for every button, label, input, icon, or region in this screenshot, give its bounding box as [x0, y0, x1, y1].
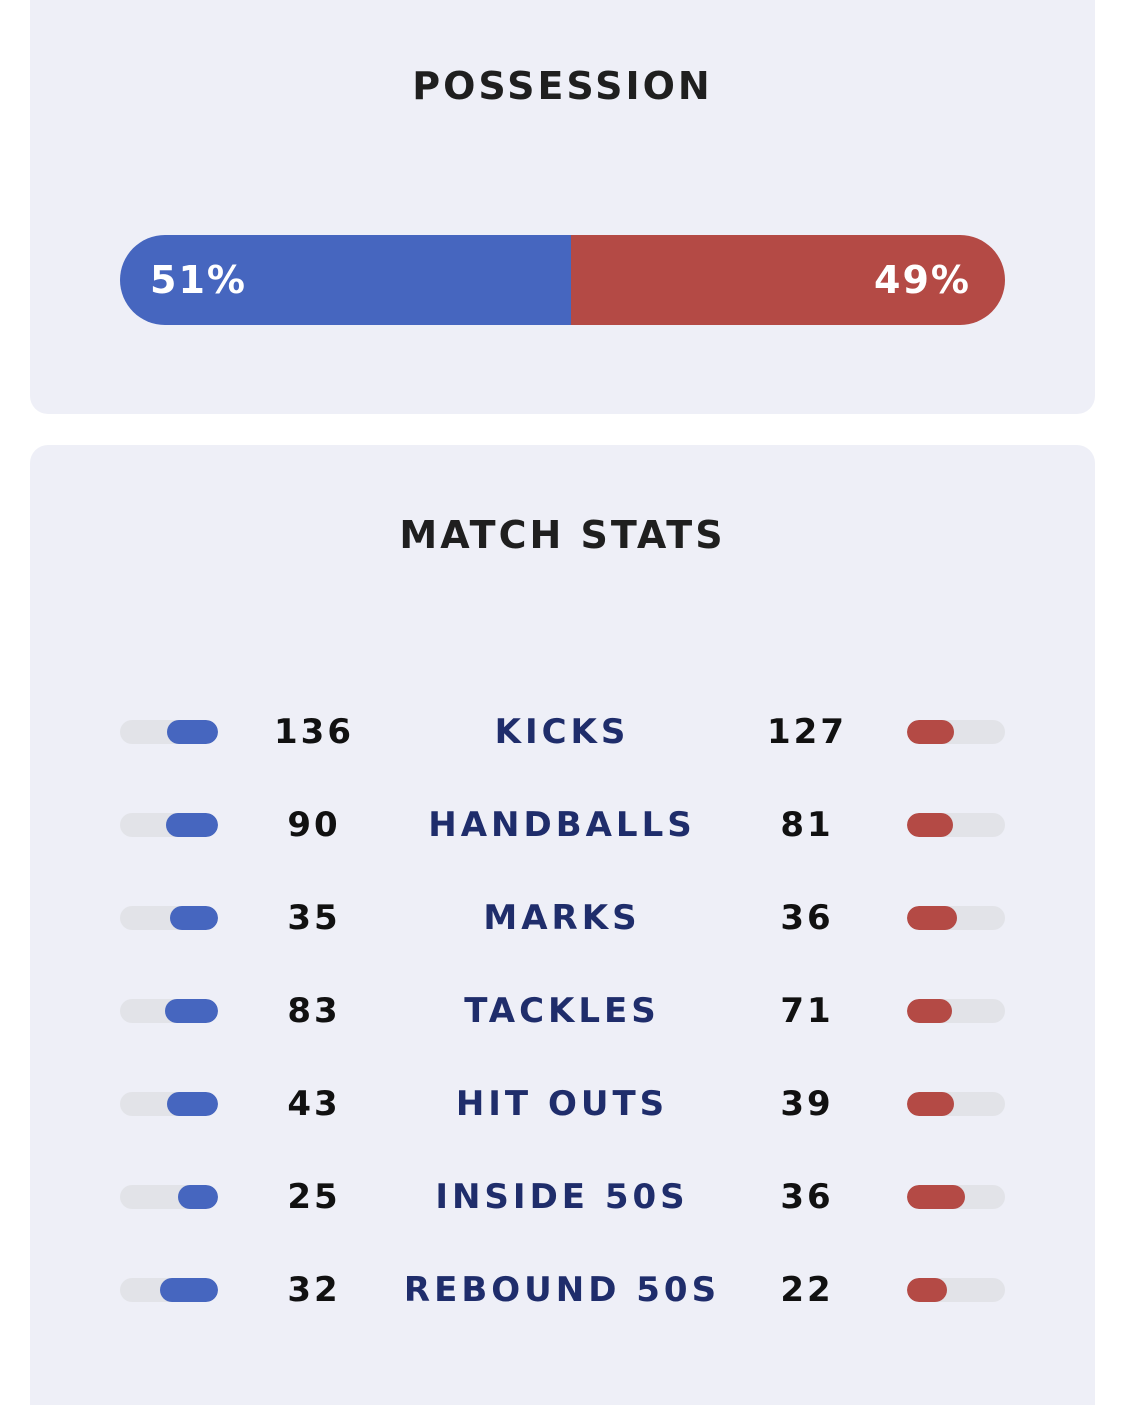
- stat-row-hit-outs: 43 HIT OUTS 39: [30, 1074, 1095, 1134]
- home-bar-fill: [167, 720, 218, 744]
- home-stat-value: 136: [274, 712, 354, 752]
- stat-label: HIT OUTS: [455, 1084, 669, 1124]
- stat-row-inside-50s: 25 INSIDE 50S 36: [30, 1167, 1095, 1227]
- home-bar-fill: [166, 1092, 218, 1116]
- away-bar-fill: [907, 1278, 947, 1302]
- stat-row-marks: 35 MARKS 36: [30, 888, 1095, 948]
- possession-bar: 51% 49%: [120, 235, 1005, 325]
- home-comparison-bar: [120, 720, 218, 744]
- away-comparison-bar: [907, 999, 1005, 1023]
- home-comparison-bar: [120, 999, 218, 1023]
- home-bar-fill: [166, 813, 218, 837]
- home-comparison-bar: [120, 906, 218, 930]
- away-stat-value: 36: [780, 1177, 834, 1217]
- possession-title: POSSESSION: [412, 64, 713, 108]
- possession-home-segment: 51%: [120, 235, 572, 325]
- away-bar-fill: [907, 1092, 954, 1116]
- stat-label: KICKS: [494, 712, 630, 752]
- away-bar-fill: [907, 1185, 965, 1209]
- away-comparison-bar: [907, 720, 1005, 744]
- home-stat-value: 35: [287, 898, 341, 938]
- away-bar-fill: [907, 906, 957, 930]
- away-comparison-bar: [907, 813, 1005, 837]
- possession-away-segment: 49%: [571, 235, 1005, 325]
- away-stat-value: 71: [780, 991, 834, 1031]
- away-stat-value: 22: [780, 1270, 834, 1310]
- stat-row-kicks: 136 KICKS 127: [30, 702, 1095, 762]
- away-comparison-bar: [907, 1185, 1005, 1209]
- stat-label: TACKLES: [464, 991, 660, 1031]
- home-bar-fill: [159, 1278, 218, 1302]
- away-stat-value: 39: [780, 1084, 834, 1124]
- away-comparison-bar: [907, 1278, 1005, 1302]
- home-comparison-bar: [120, 1092, 218, 1116]
- away-bar-fill: [907, 720, 955, 744]
- away-bar-fill: [907, 999, 953, 1023]
- home-stat-value: 43: [287, 1084, 341, 1124]
- home-bar-fill: [177, 1185, 218, 1209]
- match-stats-card: MATCH STATS 136 KICKS 127 90 HANDBALLS 8…: [30, 445, 1095, 1405]
- stat-row-tackles: 83 TACKLES 71: [30, 981, 1095, 1041]
- away-stat-value: 127: [767, 712, 847, 752]
- stat-label: HANDBALLS: [428, 805, 696, 845]
- home-stat-value: 32: [287, 1270, 341, 1310]
- home-comparison-bar: [120, 1185, 218, 1209]
- possession-card: POSSESSION 51% 49%: [30, 0, 1095, 414]
- stat-row-handballs: 90 HANDBALLS 81: [30, 795, 1095, 855]
- stat-label: MARKS: [483, 898, 641, 938]
- possession-away-label: 49%: [874, 258, 971, 302]
- home-stat-value: 25: [287, 1177, 341, 1217]
- home-stat-value: 83: [287, 991, 341, 1031]
- stat-label: REBOUND 50S: [403, 1270, 721, 1310]
- away-comparison-bar: [907, 906, 1005, 930]
- match-stats-title: MATCH STATS: [399, 513, 726, 557]
- home-comparison-bar: [120, 813, 218, 837]
- home-stat-value: 90: [287, 805, 341, 845]
- home-comparison-bar: [120, 1278, 218, 1302]
- home-bar-fill: [169, 906, 218, 930]
- away-stat-value: 36: [780, 898, 834, 938]
- home-bar-fill: [165, 999, 218, 1023]
- away-stat-value: 81: [780, 805, 834, 845]
- stat-row-rebound-50s: 32 REBOUND 50S 22: [30, 1260, 1095, 1320]
- possession-home-label: 51%: [150, 258, 247, 302]
- away-bar-fill: [907, 813, 954, 837]
- away-comparison-bar: [907, 1092, 1005, 1116]
- stat-label: INSIDE 50S: [435, 1177, 689, 1217]
